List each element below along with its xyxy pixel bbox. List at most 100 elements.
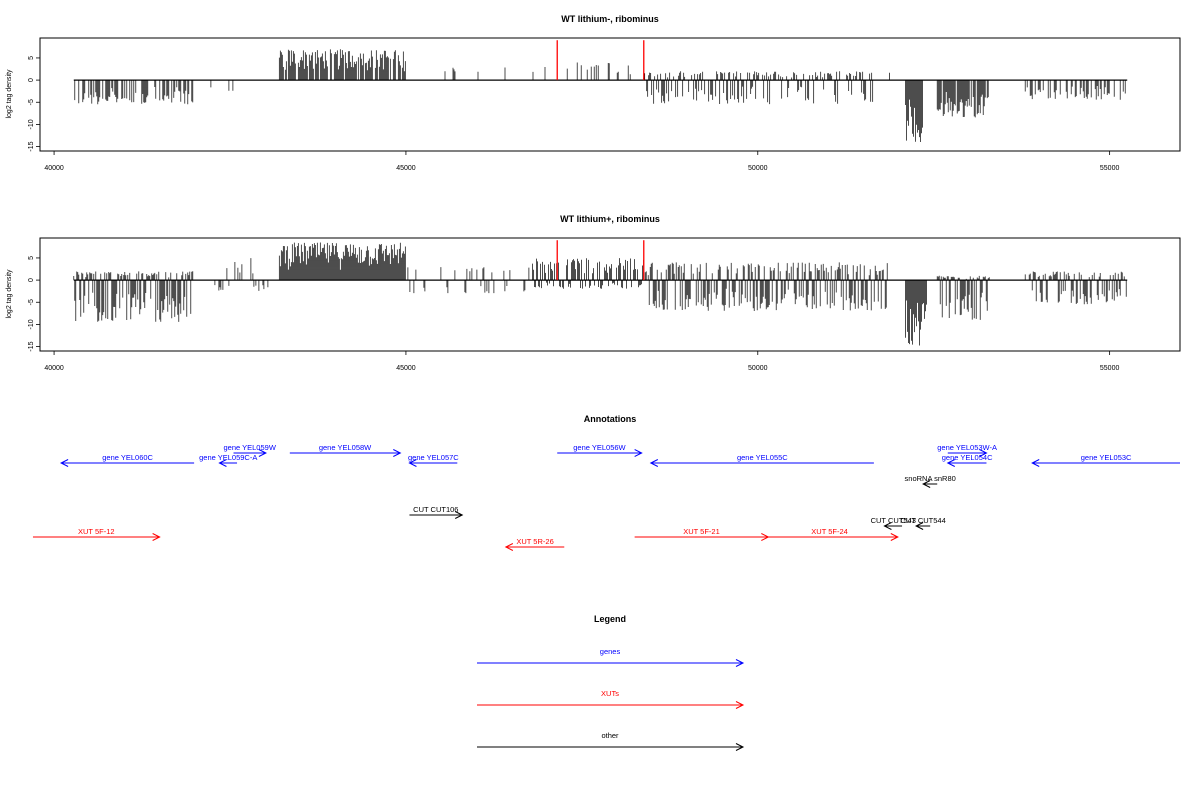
gene-label: gene YEL054C	[942, 453, 993, 462]
coverage-region	[74, 80, 194, 105]
gene-annotation: gene YEL059W	[224, 443, 277, 457]
legend-label: XUTs	[601, 689, 619, 698]
legend-label: other	[601, 731, 619, 740]
other-label: CUT CUT544	[900, 516, 945, 525]
legend-items: genes XUTs other	[477, 647, 745, 751]
arrow-head-icon	[218, 459, 227, 467]
arrow-head-icon	[59, 459, 69, 467]
x-tick-label: 50000	[748, 165, 768, 172]
other-annotation: snoRNA snR80	[905, 474, 956, 488]
legend-title: Legend	[594, 614, 626, 624]
gene-annotation: gene YEL060C	[59, 453, 195, 467]
legend-label: genes	[600, 647, 621, 656]
gene-label: gene YEL057C	[408, 453, 459, 462]
legend-item: other	[477, 731, 745, 751]
track-panel-lithium-minus: WT lithium-, ribominus log2 tag density …	[6, 14, 1181, 172]
gene-annotation: gene YEL058W	[289, 443, 402, 457]
arrow-head-icon	[504, 543, 514, 551]
coverage-region	[1024, 80, 1126, 100]
plot-frame	[39, 37, 1181, 152]
arrow-head-icon	[883, 522, 892, 530]
gene-label: gene YEL058W	[319, 443, 372, 452]
arrow-head-icon	[979, 449, 988, 457]
legend-item: XUTs	[477, 689, 745, 709]
arrow-head-icon	[393, 449, 402, 457]
annotations-title: Annotations	[584, 414, 637, 424]
x-tick-label: 40000	[44, 165, 64, 172]
arrow-head-icon	[890, 533, 899, 541]
arrow-head-icon	[258, 449, 268, 457]
axes: -15 -10 -5 0 5 40000 45000 50000 55000	[28, 56, 1119, 172]
gene-label: gene YEL059W	[224, 443, 277, 452]
coverage-region	[1024, 271, 1127, 305]
coverage-bars	[73, 40, 1128, 142]
arrow-head-icon	[454, 511, 464, 519]
x-tick-label: 45000	[396, 365, 416, 372]
coverage-region	[278, 49, 406, 81]
coverage-region	[566, 62, 631, 81]
arrow-head-icon	[914, 522, 924, 530]
gene-annotation: gene YEL059C-A	[199, 453, 257, 467]
x-tick-label: 40000	[44, 365, 64, 372]
gene-annotation: gene YEL053W-A	[937, 443, 997, 457]
arrow-head-icon	[735, 743, 745, 751]
coverage-region	[936, 275, 990, 320]
panel-title: WT lithium+, ribominus	[560, 214, 660, 224]
coverage-region	[644, 262, 888, 311]
other-annotation: CUT CUT544	[900, 516, 946, 530]
y-axis-label: log2 tag density	[6, 69, 13, 119]
arrow-head-icon	[1031, 459, 1040, 467]
x-tick-label: 55000	[1100, 365, 1120, 372]
other-label: snoRNA snR80	[905, 474, 956, 483]
coverage-region	[73, 271, 194, 322]
xut-annotation: XUT 5F-21	[634, 527, 770, 541]
x-tick-label: 45000	[396, 165, 416, 172]
xut-annotation: XUT 5F-12	[32, 527, 161, 541]
gene-label: gene YEL060C	[102, 453, 153, 462]
xut-label: XUT 5F-21	[683, 527, 720, 536]
plot-frame	[39, 237, 1181, 352]
y-tick-label: -10	[28, 319, 35, 329]
arrow-head-icon	[152, 533, 161, 541]
coverage-region	[210, 80, 234, 91]
coverage-region	[407, 267, 530, 294]
xut-label: XUT 5F-24	[811, 527, 848, 536]
legend: Legend genes XUTs other	[477, 614, 745, 751]
y-tick-label: -10	[28, 119, 35, 129]
coverage-region	[278, 242, 406, 281]
y-axis-label: log2 tag density	[6, 269, 13, 319]
x-tick-label: 55000	[1100, 165, 1120, 172]
gene-annotation: gene YEL057C	[408, 453, 459, 467]
y-tick-label: -15	[28, 141, 35, 151]
coverage-region	[905, 80, 923, 142]
gene-annotation: gene YEL056W	[557, 443, 643, 457]
coverage-region	[214, 258, 269, 291]
arrow-head-icon	[946, 459, 956, 467]
gene-label: gene YEL056W	[573, 443, 626, 452]
gene-label: gene YEL053W-A	[937, 443, 997, 452]
y-tick-label: -5	[28, 299, 35, 305]
y-tick-label: 0	[28, 78, 35, 82]
y-tick-label: 5	[28, 256, 35, 260]
xut-annotation: XUT 5R-26	[504, 537, 565, 551]
arrow-head-icon	[649, 459, 659, 467]
y-tick-label: 5	[28, 56, 35, 60]
x-tick-label: 50000	[748, 365, 768, 372]
gene-annotation: gene YEL055C	[649, 453, 874, 467]
coverage-bars	[73, 240, 1128, 346]
y-tick-label: 0	[28, 278, 35, 282]
coverage-region	[532, 258, 644, 289]
arrow-head-icon	[735, 701, 745, 709]
y-tick-label: -5	[28, 99, 35, 105]
panel-title: WT lithium-, ribominus	[561, 14, 659, 24]
gene-annotation: gene YEL054C	[942, 453, 993, 467]
axes: -15 -10 -5 0 5 40000 45000 50000 55000	[28, 256, 1119, 372]
gene-label: gene YEL059C-A	[199, 453, 257, 462]
coverage-region	[643, 71, 874, 105]
xut-label: XUT 5R-26	[516, 537, 553, 546]
legend-item: genes	[477, 647, 745, 667]
arrow-head-icon	[922, 480, 931, 488]
